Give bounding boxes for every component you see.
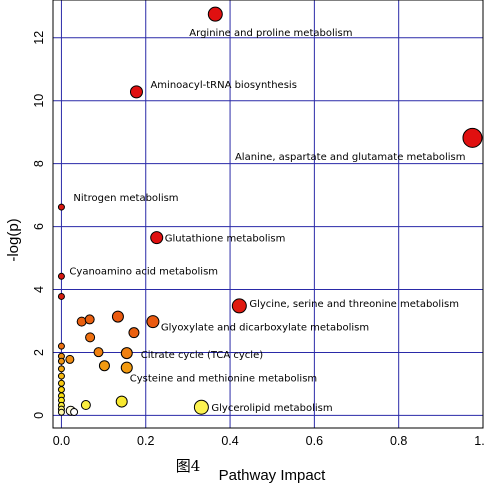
- data-point: [57, 342, 65, 350]
- data-point: [231, 298, 247, 314]
- plot-frame: [52, 0, 484, 429]
- point-annotation: Glycerolipid metabolism: [211, 403, 332, 414]
- x-tick-label: 0.2: [137, 434, 154, 448]
- point-annotation: Nitrogen metabolism: [73, 193, 178, 204]
- grid-lines: [53, 0, 484, 428]
- data-point: [120, 347, 133, 360]
- data-point: [57, 357, 65, 365]
- data-point: [70, 407, 79, 416]
- x-axis-label: Pathway Impact: [219, 467, 327, 483]
- point-annotations: Arginine and proline metabolism Aminoacyl…: [69, 28, 465, 414]
- data-point: [57, 272, 65, 280]
- data-point: [146, 315, 160, 329]
- data-point: [150, 231, 164, 245]
- data-point: [115, 395, 128, 408]
- data-point: [85, 332, 96, 343]
- point-annotation: Citrate cycle (TCA cycle): [141, 350, 263, 361]
- point-annotation: Arginine and proline metabolism: [189, 28, 352, 39]
- data-point: [57, 386, 65, 394]
- point-annotation: Aminoacyl-tRNA biosynthesis: [150, 80, 296, 91]
- y-tick-labels: 0 2 4 6 8 10 12: [32, 31, 46, 419]
- data-point: [80, 400, 91, 411]
- x-tick-label: 0.0: [53, 434, 70, 448]
- y-axis-label: -log(p): [5, 218, 22, 261]
- y-tick-label: 10: [32, 94, 46, 108]
- data-point: [57, 203, 65, 211]
- y-tick-label: 6: [32, 223, 46, 230]
- data-point: [462, 127, 483, 148]
- data-point: [57, 292, 65, 300]
- y-tick-label: 0: [32, 412, 46, 419]
- y-tick-label: 4: [32, 286, 46, 293]
- y-tick-label: 12: [32, 31, 46, 45]
- x-tick-label: 0.4: [221, 434, 238, 448]
- data-point: [128, 327, 140, 339]
- data-point: [57, 379, 65, 387]
- data-point: [98, 360, 110, 372]
- data-point: [111, 310, 124, 323]
- point-annotation: Glutathione metabolism: [165, 234, 286, 245]
- data-point: [57, 372, 65, 380]
- data-point: [57, 408, 65, 416]
- data-point: [93, 347, 104, 358]
- data-point: [57, 365, 65, 373]
- figure-label: 图4: [176, 457, 201, 475]
- data-point: [207, 6, 223, 22]
- data-point: [129, 85, 143, 99]
- point-annotation: Glycine, serine and threonine metabolism: [249, 299, 459, 310]
- data-point: [120, 361, 133, 374]
- x-tick-label: 0.6: [306, 434, 323, 448]
- y-tick-label: 2: [32, 349, 46, 356]
- point-annotation: Cysteine and methionine metabolism: [130, 374, 317, 385]
- x-tick-label: 1.0: [474, 434, 485, 448]
- x-tick-label: 0.8: [390, 434, 407, 448]
- point-annotation: Cyanoamino acid metabolism: [69, 266, 218, 277]
- y-tick-label: 8: [32, 160, 46, 167]
- data-point: [84, 314, 95, 325]
- x-tick-labels: 0.0 0.2 0.4 0.6 0.8 1.0: [53, 434, 485, 448]
- point-annotation: Glyoxylate and dicarboxylate metabolism: [161, 323, 369, 334]
- point-annotation: Alanine, aspartate and glutamate metabol…: [235, 152, 465, 163]
- data-point: [193, 399, 209, 415]
- data-points: [57, 6, 483, 416]
- data-point: [65, 354, 75, 364]
